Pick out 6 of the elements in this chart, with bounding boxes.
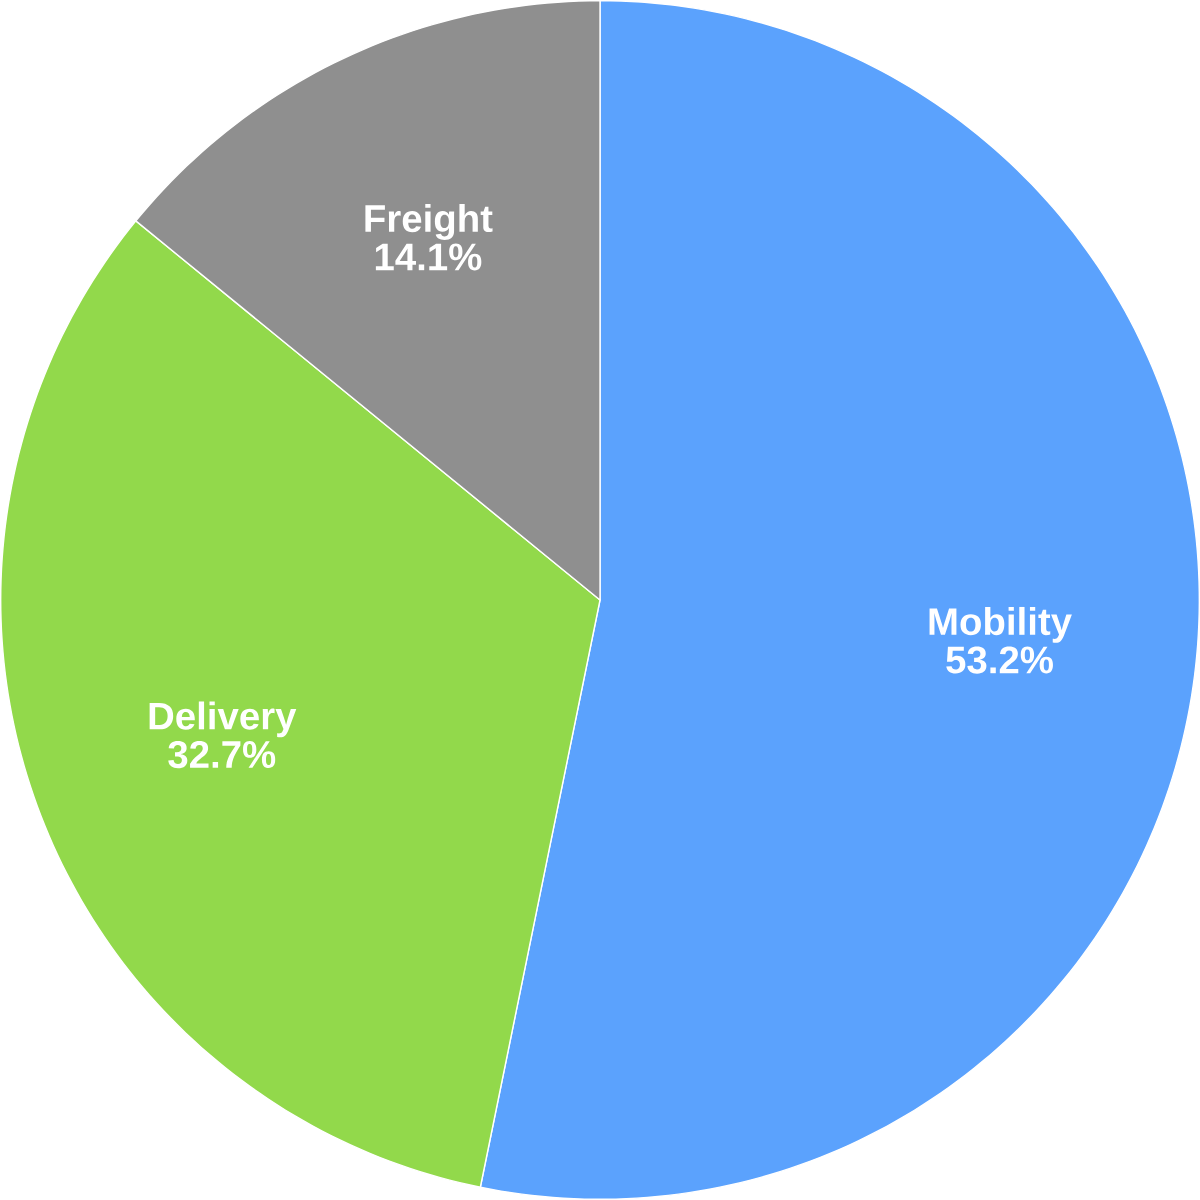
data-label: 53.2% xyxy=(946,646,1053,674)
slice-label: Mobility xyxy=(929,606,1072,643)
slice-label: Freight xyxy=(365,203,493,240)
data-label: 32.7% xyxy=(168,740,276,769)
slice-label: Delivery xyxy=(149,701,297,738)
data-label: 14.1% xyxy=(375,243,482,271)
